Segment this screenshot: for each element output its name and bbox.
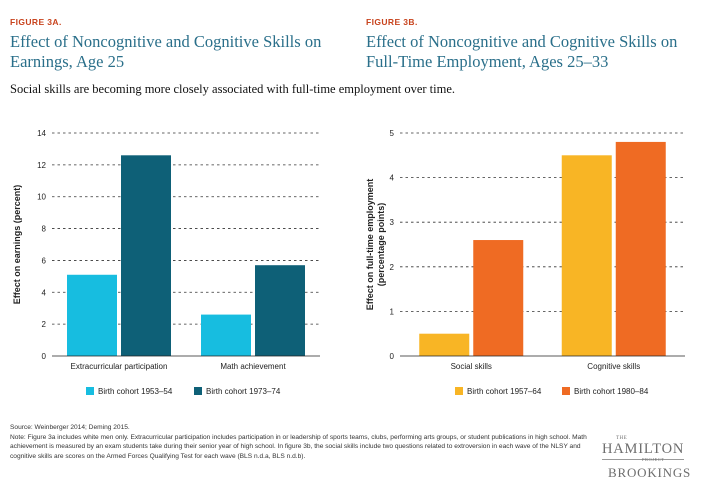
y-tick-label: 2 (42, 320, 47, 329)
y-axis-label-units: (percentage points) (376, 203, 386, 287)
legend-label: Birth cohort 1953–54 (98, 387, 173, 396)
y-axis-label: Effect on full-time employment (365, 179, 375, 311)
bar (255, 265, 305, 356)
figure-b-title-line1: Effect of Noncognitive and Cognitive Ski… (366, 32, 678, 51)
legend-label: Birth cohort 1957–64 (467, 387, 542, 396)
y-axis-label: Effect on earnings (percent) (12, 185, 22, 305)
x-category-label: Cognitive skills (587, 362, 640, 371)
x-category-label: Extracurricular participation (71, 362, 168, 371)
y-tick-label: 1 (390, 307, 395, 316)
figure-a-title: Effect of Noncognitive and Cognitive Ski… (10, 32, 321, 72)
y-tick-label: 14 (37, 129, 46, 138)
y-tick-label: 6 (42, 256, 47, 265)
y-tick-label: 10 (37, 193, 46, 202)
y-tick-label: 4 (42, 288, 47, 297)
y-tick-label: 0 (390, 352, 395, 361)
figure-a-title-line1: Effect of Noncognitive and Cognitive Ski… (10, 32, 322, 51)
bar (201, 314, 251, 356)
figure-b-label: FIGURE 3B. (366, 17, 418, 27)
y-tick-label: 12 (37, 161, 46, 170)
logo-hamilton: HAMILTON (602, 441, 685, 460)
figure-b-title-line2: Full-Time Employment, Ages 25–33 (366, 52, 609, 71)
footer: Source: Weinberger 2014; Deming 2015. No… (10, 423, 590, 461)
legend-label: Birth cohort 1973–74 (206, 387, 281, 396)
bar (67, 274, 117, 356)
y-tick-label: 0 (42, 352, 47, 361)
bar (561, 155, 612, 356)
note-text: Note: Figure 3a includes white men only.… (10, 433, 587, 460)
chart-earnings: 0 2 4 6 8 10 12 14 Extracurricular participation… (12, 129, 320, 396)
figure-a-title-line2: Earnings, Age 25 (10, 52, 125, 71)
bar (473, 240, 524, 356)
logo-project: PROJECT (642, 457, 665, 462)
legend-label: Birth cohort 1980–84 (574, 387, 649, 396)
legend-swatch (194, 387, 202, 395)
logo-brookings: BROOKINGS (608, 465, 692, 480)
y-tick-label: 8 (42, 225, 47, 234)
legend-swatch (455, 387, 463, 395)
subtitle: Social skills are becoming more closely … (10, 82, 456, 96)
bar (615, 141, 666, 356)
bar (419, 333, 470, 356)
y-tick-label: 3 (390, 218, 395, 227)
figure-b-title: Effect of Noncognitive and Cognitive Ski… (366, 32, 677, 72)
x-category-label: Social skills (451, 362, 492, 371)
legend-swatch (562, 387, 570, 395)
figure-a-label: FIGURE 3A. (10, 17, 62, 27)
bar (121, 155, 171, 356)
y-tick-label: 4 (390, 174, 395, 183)
chart-employment: 0 1 2 3 4 5 Social skills Cognitive skills Effec… (365, 129, 685, 396)
legend-swatch (86, 387, 94, 395)
y-tick-label: 2 (390, 263, 395, 272)
y-tick-label: 5 (390, 129, 395, 138)
logo-the: THE (616, 436, 628, 441)
source-text: Source: Weinberger 2014; Deming 2015. (10, 424, 130, 431)
x-category-label: Math achievement (220, 362, 286, 371)
